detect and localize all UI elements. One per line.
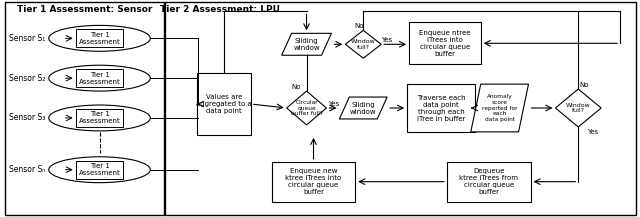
Text: Enqueue new
ktree iTrees into
circular queue
buffer: Enqueue new ktree iTrees into circular q… xyxy=(285,168,342,195)
Text: Tier 1
Assessment: Tier 1 Assessment xyxy=(79,163,120,176)
Polygon shape xyxy=(339,97,387,119)
Polygon shape xyxy=(282,33,332,55)
FancyBboxPatch shape xyxy=(76,161,124,179)
FancyBboxPatch shape xyxy=(447,162,531,202)
FancyBboxPatch shape xyxy=(272,162,355,202)
Ellipse shape xyxy=(49,65,150,91)
Text: Circular
queue
buffer full?: Circular queue buffer full? xyxy=(291,100,323,116)
FancyBboxPatch shape xyxy=(197,73,251,135)
Text: No: No xyxy=(292,84,301,90)
Ellipse shape xyxy=(49,25,150,51)
FancyBboxPatch shape xyxy=(5,2,164,215)
FancyBboxPatch shape xyxy=(409,22,481,64)
Polygon shape xyxy=(287,91,326,125)
Ellipse shape xyxy=(49,157,150,183)
Text: Yes: Yes xyxy=(587,129,598,135)
Polygon shape xyxy=(471,84,529,132)
Text: Tier 2 Assessment: LPU: Tier 2 Assessment: LPU xyxy=(160,5,280,14)
Text: No: No xyxy=(579,82,589,88)
FancyBboxPatch shape xyxy=(76,109,124,127)
Text: Values are
aggregated to a
data point: Values are aggregated to a data point xyxy=(196,94,252,114)
Text: Sensor S₂: Sensor S₂ xyxy=(9,74,45,83)
Text: Enqueue ntree
iTrees into
circular queue
buffer: Enqueue ntree iTrees into circular queue… xyxy=(419,30,470,57)
Text: Sliding
window: Sliding window xyxy=(350,102,376,115)
Text: Sliding
window: Sliding window xyxy=(293,38,320,51)
Text: Sensor S₃: Sensor S₃ xyxy=(9,113,45,122)
Text: Anomaly
score
reported for
each
data point: Anomaly score reported for each data poi… xyxy=(482,94,517,122)
Polygon shape xyxy=(556,89,601,127)
Text: Tier 1
Assessment: Tier 1 Assessment xyxy=(79,72,120,85)
FancyBboxPatch shape xyxy=(76,29,124,47)
Text: Window
full?: Window full? xyxy=(351,39,376,50)
Text: Tier 1
Assessment: Tier 1 Assessment xyxy=(79,32,120,45)
Text: No: No xyxy=(355,23,364,29)
Ellipse shape xyxy=(49,105,150,131)
FancyBboxPatch shape xyxy=(165,2,636,215)
Text: Tier 1
Assessment: Tier 1 Assessment xyxy=(79,112,120,125)
Text: Tier 1 Assessment: Sensor: Tier 1 Assessment: Sensor xyxy=(17,5,152,14)
FancyBboxPatch shape xyxy=(407,84,475,132)
Text: Traverse each
data point
through each
iTree in buffer: Traverse each data point through each iT… xyxy=(417,94,465,122)
Text: Yes: Yes xyxy=(328,101,339,107)
Text: Sensor S₁: Sensor S₁ xyxy=(9,34,45,43)
Text: Dequeue
ktree iTrees from
circular queue
buffer: Dequeue ktree iTrees from circular queue… xyxy=(460,168,518,195)
Text: Sensor Sₙ: Sensor Sₙ xyxy=(9,165,45,174)
Text: Window
full?: Window full? xyxy=(566,103,591,113)
Text: Yes: Yes xyxy=(381,37,393,43)
FancyBboxPatch shape xyxy=(76,69,124,87)
Polygon shape xyxy=(346,30,381,58)
